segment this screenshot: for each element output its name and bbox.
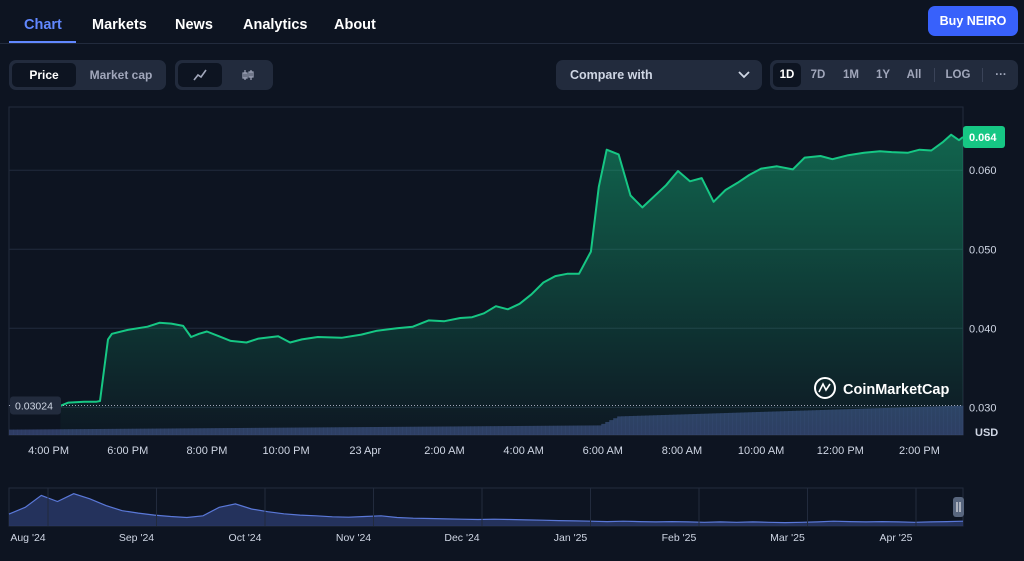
volume-bar — [48, 429, 54, 435]
x-tick-label: 10:00 PM — [263, 445, 310, 457]
y-tick-label: 0.050 — [969, 244, 997, 256]
x-tick-label: 6:00 AM — [583, 445, 623, 457]
log-scale-button[interactable]: LOG — [945, 69, 971, 81]
navigator-x-tick-label: Dec '24 — [444, 532, 479, 544]
tab-markets[interactable]: Markets — [92, 17, 147, 33]
coinmarketcap-logo-icon — [818, 382, 831, 393]
reference-price-badge — [10, 396, 61, 415]
y-tick-label: 0.060 — [969, 165, 997, 177]
price-area-fill — [60, 134, 963, 435]
range-1m-button[interactable]: 1M — [843, 69, 859, 81]
navigator-x-tick-label: Sep '24 — [119, 532, 154, 544]
time-range-selector: 1D 7D 1M 1Y All LOG ··· — [770, 60, 1018, 90]
x-tick-label: 12:00 PM — [817, 445, 864, 457]
x-tick-label: 8:00 AM — [662, 445, 702, 457]
volume-bar — [12, 429, 18, 435]
volume-bar — [56, 429, 62, 435]
x-tick-label: 2:00 PM — [899, 445, 940, 457]
tab-analytics[interactable]: Analytics — [243, 17, 308, 33]
navigator-area — [9, 493, 963, 526]
reference-price-label: 0.03024 — [15, 400, 53, 412]
x-tick-label: 4:00 AM — [503, 445, 543, 457]
x-tick-label: 23 Apr — [349, 445, 381, 457]
volume-bar — [44, 429, 50, 435]
x-tick-label: 8:00 PM — [186, 445, 227, 457]
range-1y-button[interactable]: 1Y — [875, 69, 891, 81]
tab-bar: Chart Markets News Analytics About — [0, 0, 1024, 44]
compare-with-label: Compare with — [570, 68, 653, 82]
candlestick-icon — [241, 70, 254, 80]
range-1d-button[interactable]: 1D — [773, 63, 801, 87]
x-tick-label: 10:00 AM — [738, 445, 784, 457]
active-tab-indicator — [9, 41, 76, 43]
navigator-range-handle[interactable] — [953, 497, 964, 517]
current-price-label: 0.064 — [969, 132, 997, 144]
navigator-line — [8, 493, 964, 524]
navigator-x-tick-label: Apr '25 — [880, 532, 913, 544]
price-series-line — [60, 133, 964, 407]
watermark-text: CoinMarketCap — [843, 382, 949, 398]
volume-bar — [28, 429, 34, 435]
compare-with-dropdown[interactable]: Compare with — [556, 60, 762, 90]
navigator-x-tick-label: Aug '24 — [10, 532, 45, 544]
more-options-button[interactable]: ··· — [995, 69, 1007, 81]
tab-about[interactable]: About — [334, 17, 376, 33]
range-divider — [982, 68, 983, 82]
navigator-x-tick-label: Oct '24 — [229, 532, 262, 544]
market-cap-toggle-button[interactable]: Market cap — [89, 68, 153, 82]
chart-style-toggle — [175, 60, 273, 90]
y-tick-label: 0.030 — [969, 402, 997, 414]
chevron-down-icon — [738, 71, 750, 79]
navigator-x-tick-label: Nov '24 — [336, 532, 371, 544]
tab-chart[interactable]: Chart — [24, 17, 62, 33]
volume-bar — [32, 429, 38, 435]
navigator-x-tick-label: Feb '25 — [662, 532, 697, 544]
volume-bar — [9, 429, 14, 435]
price-toggle-button[interactable]: Price — [12, 63, 76, 87]
volume-bar — [40, 429, 46, 435]
volume-bar — [36, 429, 42, 435]
line-chart-icon — [193, 69, 207, 81]
volume-bar — [24, 429, 30, 435]
currency-label: USD — [975, 427, 998, 439]
range-divider — [934, 68, 935, 82]
volume-bar — [16, 429, 22, 435]
y-tick-label: 0.040 — [969, 323, 997, 335]
buy-button[interactable]: Buy NEIRO — [928, 6, 1018, 36]
x-tick-label: 2:00 AM — [424, 445, 464, 457]
x-tick-label: 6:00 PM — [107, 445, 148, 457]
range-7d-button[interactable]: 7D — [810, 69, 826, 81]
tab-news[interactable]: News — [175, 17, 213, 33]
volume-bar — [20, 429, 26, 435]
navigator-x-tick-label: Mar '25 — [770, 532, 805, 544]
navigator-x-tick-label: Jan '25 — [554, 532, 588, 544]
line-chart-button[interactable] — [178, 63, 222, 87]
volume-bar — [52, 429, 58, 435]
current-price-badge — [963, 126, 1005, 149]
range-all-button[interactable]: All — [906, 69, 922, 81]
candlestick-chart-button[interactable] — [225, 63, 270, 87]
coinmarketcap-logo-icon — [814, 377, 836, 399]
price-marketcap-toggle: Price Market cap — [9, 60, 166, 90]
x-tick-label: 4:00 PM — [28, 445, 69, 457]
